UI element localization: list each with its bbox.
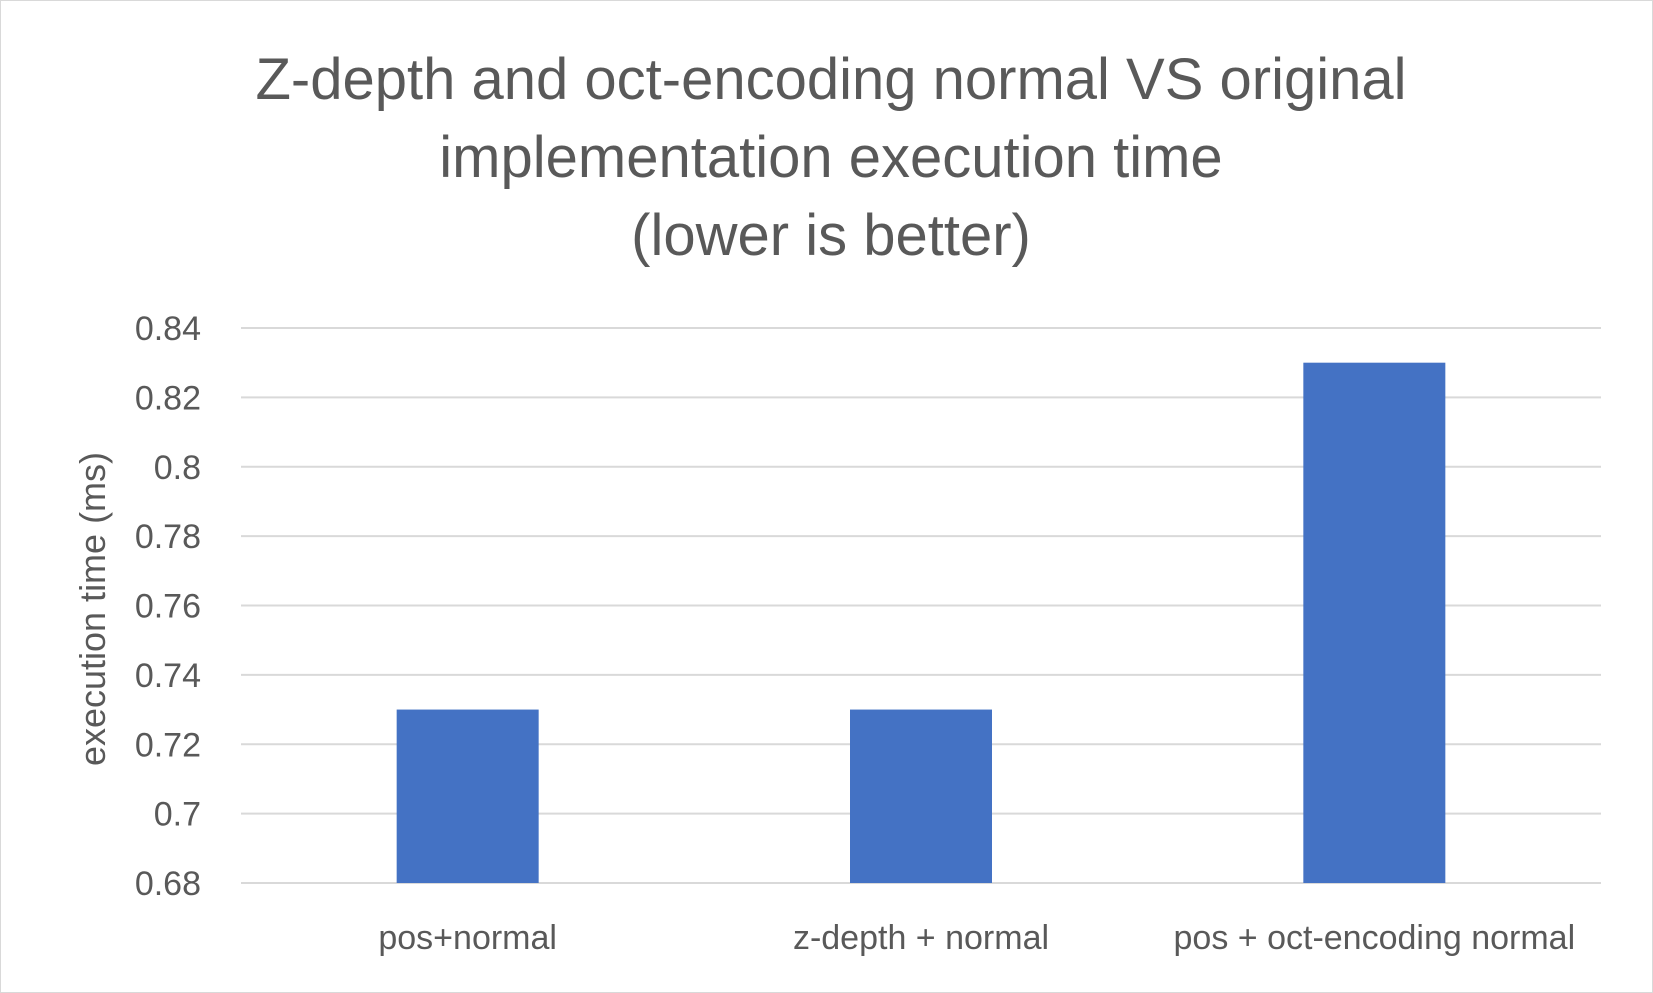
y-tick-labels: 0.68 0.7 0.72 0.74 0.76 0.78 0.8 0.82 0.84 (135, 310, 201, 903)
bar (850, 709, 992, 883)
x-tick-label: z-depth + normal (793, 919, 1049, 957)
y-tick-label: 0.74 (135, 657, 201, 695)
x-tick-label: pos + oct-encoding normal (1174, 919, 1576, 957)
x-tick-label: pos+normal (378, 919, 557, 957)
bars (396, 362, 1446, 883)
y-tick-label: 0.82 (135, 379, 201, 417)
chart-title: Z-depth and oct-encoding normal VS origi… (121, 41, 1541, 275)
chart-title-line-2: implementation execution time (439, 125, 1223, 190)
y-tick-label: 0.8 (154, 449, 201, 487)
y-tick-label: 0.84 (135, 310, 201, 348)
y-tick-label: 0.78 (135, 518, 201, 556)
bar (396, 709, 539, 883)
chart-title-line-3: (lower is better) (631, 203, 1031, 268)
bar (1303, 362, 1446, 883)
y-tick-label: 0.72 (135, 726, 201, 764)
x-tick-labels: pos+normal z-depth + normal pos + oct-enco… (378, 919, 1575, 957)
y-tick-label: 0.7 (154, 796, 201, 834)
y-tick-label: 0.76 (135, 588, 201, 626)
y-axis-label: execution time (ms) (72, 452, 113, 766)
y-tick-label: 0.68 (135, 865, 201, 903)
chart-title-line-1: Z-depth and oct-encoding normal VS origi… (255, 47, 1407, 112)
